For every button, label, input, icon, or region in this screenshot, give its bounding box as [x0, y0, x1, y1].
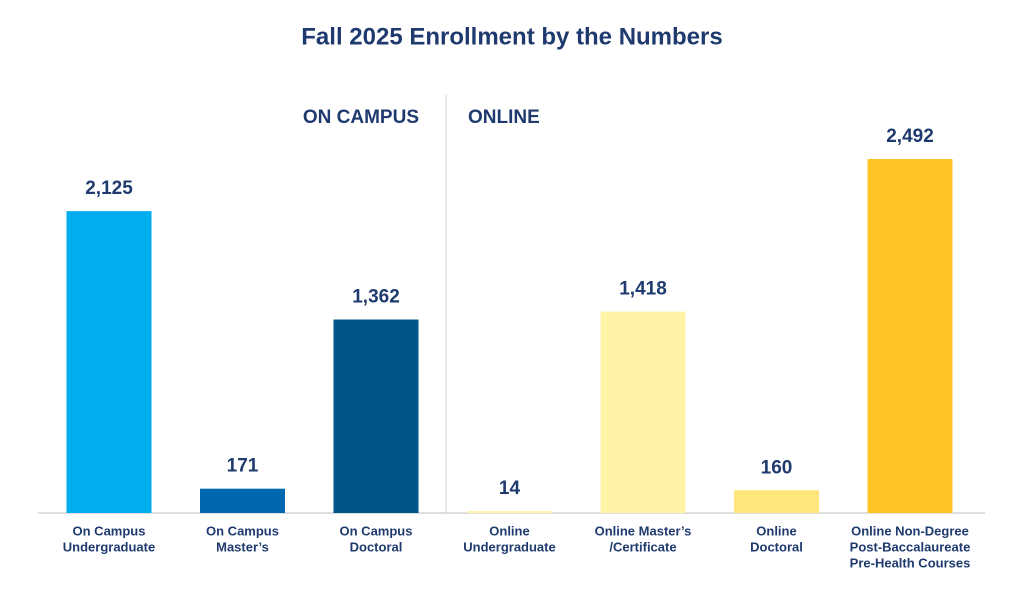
- value-label: 171: [227, 456, 259, 477]
- bar: [66, 211, 152, 513]
- value-label: 2,492: [886, 126, 934, 147]
- value-label: 1,362: [352, 287, 400, 308]
- value-label: 14: [499, 478, 521, 499]
- x-tick-label: Online Non-Degree: [851, 523, 969, 538]
- group-label: ONLINE: [468, 107, 540, 128]
- group-label: ON CAMPUS: [303, 107, 419, 128]
- x-tick-label: Online: [489, 523, 529, 538]
- x-tick-label: Doctoral: [350, 539, 403, 554]
- x-tick-label: /Certificate: [609, 539, 676, 554]
- x-tick-label: Doctoral: [750, 539, 803, 554]
- x-tick-label: Undergraduate: [63, 539, 155, 554]
- bar: [867, 159, 953, 513]
- bar: [467, 511, 552, 513]
- value-label: 160: [761, 457, 793, 478]
- bar: [200, 488, 285, 513]
- x-tick-label: Undergraduate: [463, 539, 555, 554]
- bar: [734, 490, 819, 513]
- x-tick-label: Online: [756, 523, 796, 538]
- x-tick-label: On Campus: [73, 523, 146, 538]
- value-label: 2,125: [85, 178, 133, 199]
- x-tick-label: Online Master’s: [595, 523, 692, 538]
- x-tick-label: On Campus: [206, 523, 279, 538]
- chart-title: Fall 2025 Enrollment by the Numbers: [301, 23, 722, 50]
- bar: [333, 319, 419, 513]
- x-tick-label: Post-Baccalaureate: [850, 539, 971, 554]
- x-tick-label: On Campus: [340, 523, 413, 538]
- x-tick-label: Pre-Health Courses: [850, 555, 971, 570]
- x-tick-label: Master’s: [216, 539, 269, 554]
- value-label: 1,418: [619, 279, 667, 300]
- bar: [600, 311, 686, 513]
